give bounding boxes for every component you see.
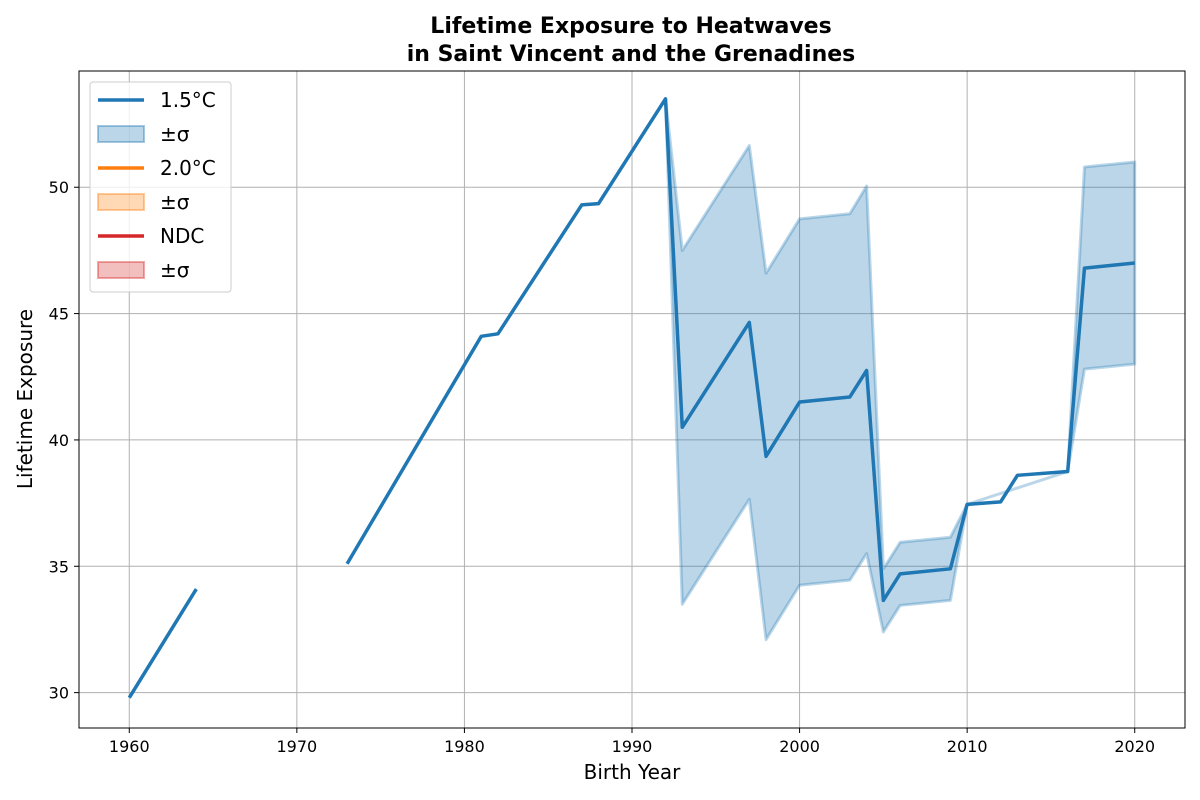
series-lines bbox=[127, 97, 1135, 699]
y-tick-label: 45 bbox=[49, 305, 69, 324]
y-axis-label: Lifetime Exposure bbox=[13, 309, 37, 489]
legend-label: ±σ bbox=[160, 122, 190, 146]
y-tick-label: 30 bbox=[49, 684, 69, 703]
legend-band-swatch bbox=[97, 193, 145, 211]
legend-label: NDC bbox=[160, 224, 204, 248]
chart-title-line-2: in Saint Vincent and the Grenadines bbox=[407, 42, 856, 67]
legend-label: 1.5°C bbox=[160, 88, 216, 112]
y-tick-label: 50 bbox=[49, 178, 69, 197]
legend-label: ±σ bbox=[160, 258, 190, 282]
legend: 1.5°C ±σ 2.0°C ±σ NDC ±σ bbox=[89, 81, 232, 293]
y-tick-label: 35 bbox=[49, 557, 69, 576]
y-tick-label: 40 bbox=[49, 431, 69, 450]
x-tick-label: 2000 bbox=[779, 737, 820, 756]
x-tick-label: 1960 bbox=[109, 737, 150, 756]
legend-band-swatch bbox=[97, 125, 145, 143]
legend-label: ±σ bbox=[160, 190, 190, 214]
x-tick-label: 1970 bbox=[276, 737, 317, 756]
chart-title-line-1: Lifetime Exposure to Heatwaves bbox=[430, 14, 831, 39]
axis-ticks: 1960 1970 1980 1990 2000 2010 2020 30 35 40 45 50 bbox=[49, 178, 1155, 756]
legend-box bbox=[89, 81, 232, 293]
series-line-segment bbox=[127, 588, 198, 699]
x-axis-label: Birth Year bbox=[584, 760, 681, 784]
grid bbox=[79, 71, 1185, 728]
x-tick-label: 2020 bbox=[1114, 737, 1155, 756]
x-tick-label: 1980 bbox=[444, 737, 485, 756]
series-line-segment bbox=[345, 97, 1135, 603]
legend-band-swatch bbox=[97, 261, 145, 279]
x-tick-label: 2010 bbox=[947, 737, 988, 756]
x-tick-label: 1990 bbox=[612, 737, 653, 756]
legend-label: 2.0°C bbox=[160, 156, 216, 180]
